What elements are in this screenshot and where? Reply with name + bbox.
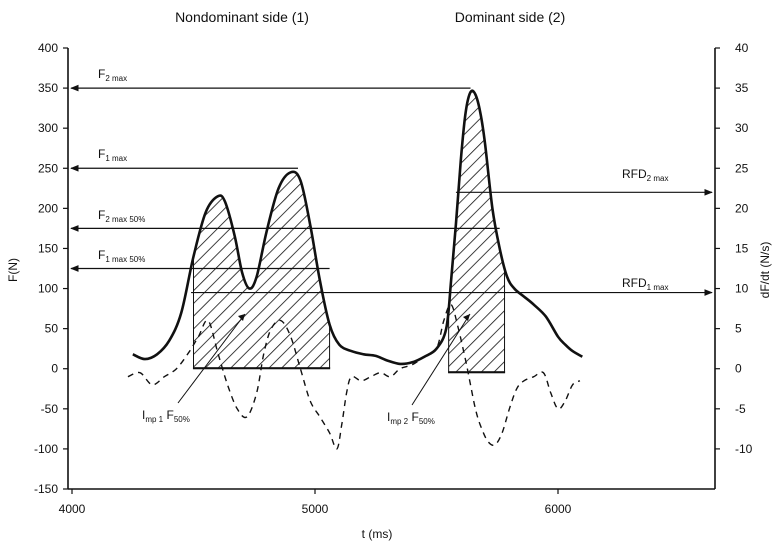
y-tick-label: 150 bbox=[38, 241, 58, 255]
y-ticks-left: 400 350 300 250 200 150 100 50 0 -50 -100 -150 bbox=[34, 41, 68, 496]
rfd-curve bbox=[127, 303, 581, 450]
y2-tick-label: 30 bbox=[735, 121, 749, 135]
label-f2-max-50: F2 max 50% bbox=[98, 208, 145, 224]
label-rfd2-max: RFD2 max bbox=[622, 167, 668, 183]
y-tick-label: 50 bbox=[45, 322, 59, 336]
x-tick-label: 5000 bbox=[302, 502, 329, 516]
y2-tick-label: 10 bbox=[735, 282, 749, 296]
y-tick-label: -100 bbox=[34, 442, 58, 456]
label-rfd1-max: RFD1 max bbox=[622, 276, 668, 292]
y-tick-label: 100 bbox=[38, 282, 58, 296]
y2-tick-label: 15 bbox=[735, 241, 749, 255]
y-tick-label: -150 bbox=[34, 482, 58, 496]
y2-tick-label: 35 bbox=[735, 81, 749, 95]
y2-tick-label: 40 bbox=[735, 41, 749, 55]
y-ticks-right: 40 35 30 25 20 15 10 5 0 -5 -10 bbox=[715, 41, 753, 456]
header-nondominant: Nondominant side (1) bbox=[175, 9, 309, 25]
y-tick-label: -50 bbox=[41, 402, 59, 416]
y-tick-label: 250 bbox=[38, 161, 58, 175]
y2-tick-label: 20 bbox=[735, 201, 749, 215]
pointer-imp1-head bbox=[238, 314, 245, 321]
axes bbox=[67, 48, 716, 490]
x-tick-label: 4000 bbox=[59, 502, 86, 516]
label-f1-max-50: F1 max 50% bbox=[98, 248, 145, 264]
y-tick-label: 350 bbox=[38, 81, 58, 95]
label-imp2: Imp 2 F50% bbox=[387, 410, 435, 426]
force-curve bbox=[132, 89, 583, 366]
label-f2-max: F2 max bbox=[98, 67, 127, 83]
y2-tick-label: 0 bbox=[735, 362, 742, 376]
y2-axis-label: dF/dt (N/s) bbox=[758, 242, 772, 299]
header-dominant: Dominant side (2) bbox=[455, 9, 566, 25]
y-tick-label: 400 bbox=[38, 41, 58, 55]
y2-tick-label: -10 bbox=[735, 442, 753, 456]
pointer-imp2-head bbox=[463, 314, 470, 321]
y2-tick-label: 5 bbox=[735, 322, 742, 336]
y-tick-label: 200 bbox=[38, 201, 58, 215]
pointer-imp1 bbox=[177, 313, 246, 404]
x-ticks: 4000 5000 6000 bbox=[59, 489, 572, 516]
x-axis-label: t (ms) bbox=[362, 527, 393, 541]
y-tick-label: 300 bbox=[38, 121, 58, 135]
label-f1-max: F1 max bbox=[98, 147, 127, 163]
y-axis-label: F(N) bbox=[6, 258, 20, 282]
pointer-imp2 bbox=[411, 313, 471, 406]
y2-tick-label: 25 bbox=[735, 161, 749, 175]
label-imp1: Imp 1 F50% bbox=[142, 408, 190, 424]
x-tick-label: 6000 bbox=[545, 502, 572, 516]
y-tick-label: 0 bbox=[51, 362, 58, 376]
y2-tick-label: -5 bbox=[735, 402, 746, 416]
